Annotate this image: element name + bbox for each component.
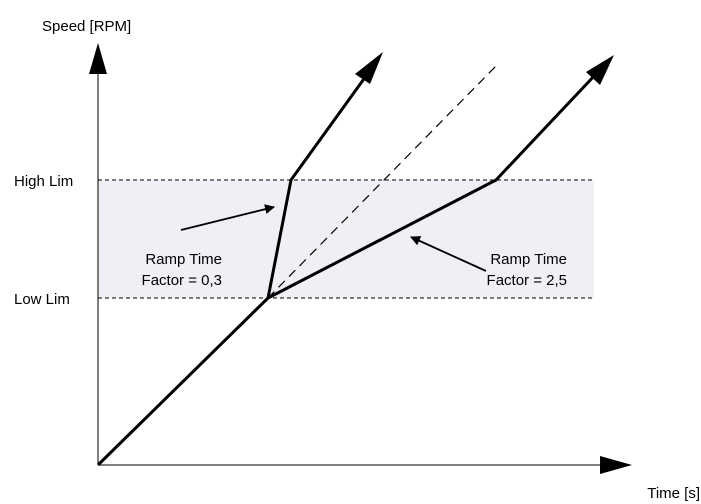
fast-ramp-arrow-icon xyxy=(355,52,383,84)
x-axis-label: Time [s] xyxy=(647,485,700,502)
y-axis-label: Speed [RPM] xyxy=(42,18,131,35)
y-axis-arrow-icon xyxy=(89,43,107,74)
reference-ramp-line xyxy=(267,65,497,299)
low-limit-label: Low Lim xyxy=(14,291,70,308)
right-pointer-arrow xyxy=(410,236,487,272)
right-annotation-line1: Ramp Time xyxy=(490,251,567,268)
limit-band xyxy=(98,180,594,298)
left-annotation-line2: Factor = 0,3 xyxy=(142,272,222,289)
high-limit-label: High Lim xyxy=(14,173,73,190)
slow-ramp-arrow-icon xyxy=(586,55,614,85)
right-annotation-line2: Factor = 2,5 xyxy=(487,272,567,289)
fast-ramp-line xyxy=(266,75,368,299)
base-ramp-line xyxy=(96,296,270,467)
left-annotation-line1: Ramp Time xyxy=(145,251,222,268)
left-pointer-arrow xyxy=(180,204,275,231)
x-axis-arrow-icon xyxy=(600,456,632,474)
slow-ramp-line xyxy=(267,72,598,300)
